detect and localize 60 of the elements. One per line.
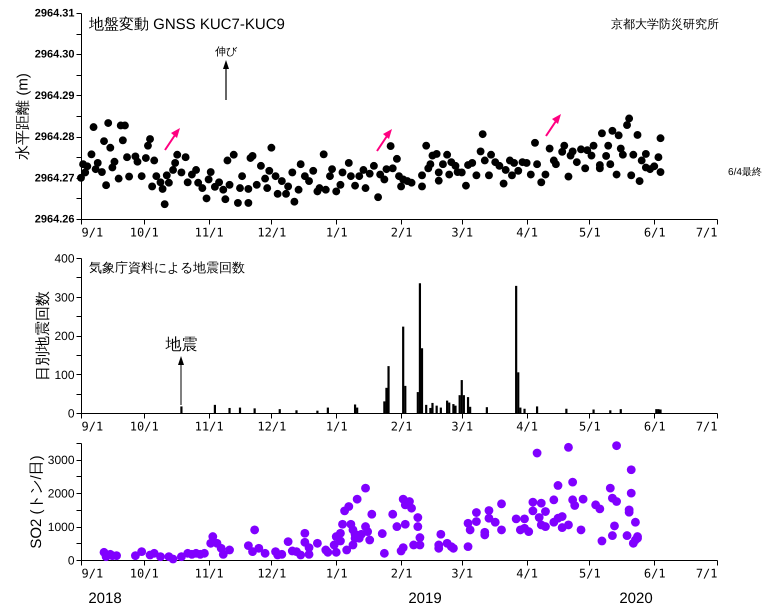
text: 2020 (619, 590, 653, 607)
y-tick-label: 400 (54, 252, 75, 266)
x-tick-label: 3/1 (451, 420, 474, 434)
annotation: 地震 (164, 335, 198, 354)
x-tick-label: 6/1 (644, 226, 666, 240)
text: 2019 (408, 590, 442, 607)
x-tick-label: 1/1 (326, 420, 348, 434)
x-tick-label: 12/1 (257, 566, 286, 580)
x-tick-label: 11/1 (194, 566, 224, 580)
x-tick-label: 2/1 (390, 226, 412, 240)
y-tick-label: 2964.30 (34, 48, 74, 61)
y-tick-label: 2000 (48, 486, 75, 501)
x-tick-label: 10/1 (130, 226, 159, 240)
x-tick-label: 12/1 (257, 420, 286, 434)
x-tick-label: 2/1 (390, 420, 412, 434)
x-tick-label: 2/1 (390, 566, 412, 580)
x-tick-label: 5/1 (579, 226, 601, 240)
text: 2018 (88, 590, 122, 607)
x-tick-label: 3/1 (451, 226, 474, 240)
x-tick-label: 6/1 (644, 566, 666, 580)
x-tick-label: 4/1 (516, 566, 538, 580)
x-tick-label: 11/1 (194, 226, 224, 240)
y-tick-label: 3000 (48, 453, 75, 468)
chart-title: 地盤変動 GNSS KUC7-KUC9 (88, 16, 285, 33)
chart-title: 気象庁資料による地震回数 (89, 260, 245, 275)
x-tick-label: 4/1 (516, 226, 538, 240)
x-tick-label: 5/1 (579, 566, 601, 580)
y-tick-label: 2964.27 (34, 172, 74, 184)
x-tick-label: 10/1 (130, 420, 159, 434)
x-tick-label: 7/1 (696, 226, 718, 240)
y-tick-label: 0 (68, 406, 75, 420)
x-tick-label: 7/1 (696, 566, 718, 580)
x-tick-label: 7/1 (696, 420, 718, 434)
x-tick-label: 5/1 (579, 420, 601, 434)
y-tick-label: 2964.28 (34, 131, 74, 144)
annotation: 伸び (215, 46, 238, 58)
y-tick-label: 2964.31 (34, 8, 74, 20)
y-axis-title: 日別地震回数 (34, 291, 52, 381)
y-tick-label: 200 (54, 329, 75, 343)
x-tick-label: 9/1 (82, 226, 104, 240)
y-tick-label: 2964.26 (34, 214, 74, 226)
y-tick-label: 1000 (48, 520, 75, 534)
x-tick-label: 6/1 (644, 420, 666, 434)
x-tick-label: 3/1 (451, 566, 474, 580)
y-tick-label: 0 (68, 554, 75, 568)
x-tick-label: 1/1 (326, 566, 348, 580)
x-tick-label: 10/1 (130, 566, 159, 580)
x-tick-label: 12/1 (257, 226, 286, 240)
text: 6/4最終 (728, 166, 762, 178)
y-axis-title: 水平距離 (m) (14, 73, 32, 160)
x-tick-label: 4/1 (516, 420, 538, 434)
x-tick-label: 1/1 (326, 226, 348, 240)
x-tick-label: 9/1 (82, 420, 104, 434)
x-tick-label: 9/1 (82, 566, 104, 580)
y-tick-label: 300 (54, 290, 75, 304)
x-tick-label: 11/1 (194, 420, 224, 434)
annotation: 京都大学防災研究所 (611, 17, 719, 31)
y-tick-label: 2964.29 (34, 90, 74, 102)
y-tick-label: 100 (54, 368, 75, 382)
y-axis-title: SO2 (トン/日) (28, 455, 45, 549)
